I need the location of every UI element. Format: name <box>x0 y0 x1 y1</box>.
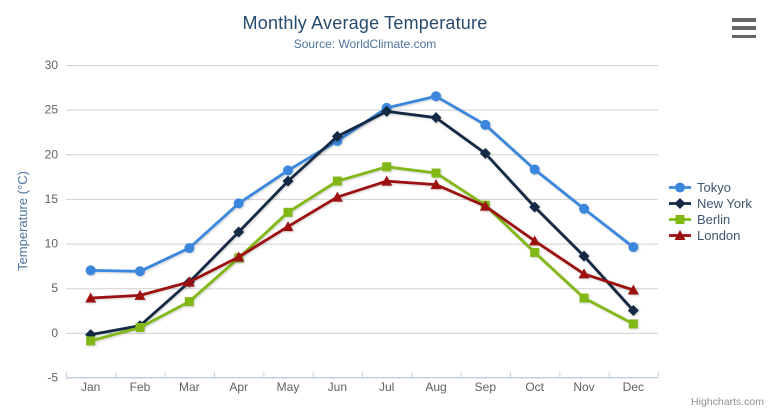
x-tick-label: Dec <box>623 380 644 394</box>
series-marker <box>578 250 590 262</box>
hamburger-icon <box>732 26 756 30</box>
export-menu-button[interactable] <box>730 16 758 40</box>
series-marker <box>331 191 343 202</box>
legend-label: London <box>697 227 741 243</box>
y-tick-label: -5 <box>47 371 58 385</box>
x-tick-label: Nov <box>573 380 594 394</box>
series-marker <box>233 251 245 262</box>
series-marker <box>382 162 392 172</box>
series-marker <box>675 214 685 224</box>
series-marker <box>479 147 491 159</box>
series-line <box>89 179 635 300</box>
series-marker <box>430 112 442 124</box>
series-london <box>85 175 639 303</box>
series-marker <box>283 165 293 176</box>
series-marker <box>430 179 442 190</box>
hamburger-icon <box>732 34 756 38</box>
legend-label: Berlin <box>697 211 731 227</box>
x-tick-label: Mar <box>179 380 200 394</box>
series-line <box>89 165 635 343</box>
x-tick-label: Feb <box>130 380 151 394</box>
legend-item-new-york[interactable]: New York <box>668 195 752 211</box>
y-tick-label: 0 <box>51 326 58 340</box>
x-tick-label: Jan <box>81 380 100 394</box>
series-marker <box>134 289 146 300</box>
legend-diamond-icon <box>669 197 691 209</box>
series-marker <box>529 235 541 246</box>
series-marker <box>233 198 244 209</box>
series-marker <box>381 105 393 117</box>
series-marker <box>332 176 342 186</box>
x-tick-label: Jul <box>379 380 394 394</box>
series-marker <box>530 248 540 257</box>
series-line <box>89 110 635 337</box>
legend-triangle-icon <box>669 229 691 240</box>
series-marker <box>628 319 638 329</box>
y-tick-label: 20 <box>45 147 59 161</box>
series-marker <box>135 266 145 277</box>
series-new-york <box>85 105 639 341</box>
series-marker <box>529 164 540 175</box>
legend-label: New York <box>697 195 752 211</box>
series-marker <box>85 265 96 276</box>
series-marker <box>627 284 639 295</box>
series-marker <box>135 323 145 332</box>
series-marker <box>479 200 491 211</box>
series-marker <box>627 305 639 317</box>
series-marker <box>628 242 639 253</box>
hamburger-icon <box>732 18 756 22</box>
y-axis-title: Temperature (°C) <box>15 171 30 271</box>
series-marker <box>184 243 195 254</box>
series-marker <box>675 182 685 192</box>
series-marker <box>283 207 293 217</box>
x-tick-label: Aug <box>425 380 446 394</box>
series-marker <box>86 336 96 346</box>
series-marker <box>431 91 441 102</box>
x-tick-label: Sep <box>475 380 497 394</box>
y-tick-label: 15 <box>45 192 59 206</box>
series-marker <box>529 201 541 213</box>
series-marker <box>282 175 294 187</box>
chart-subtitle: Source: WorldClimate.com <box>293 37 437 51</box>
series-marker <box>431 168 441 178</box>
series-marker <box>381 175 393 186</box>
x-tick-label: Apr <box>229 380 248 394</box>
series-marker <box>85 292 97 303</box>
y-tick-label: 30 <box>45 58 59 72</box>
x-tick-label: Jun <box>328 380 347 394</box>
x-tick-label: May <box>277 380 300 394</box>
series-marker <box>282 221 294 232</box>
y-tick-label: 10 <box>45 237 59 251</box>
series-marker <box>233 226 245 238</box>
chart-title: Monthly Average Temperature <box>242 13 488 33</box>
legend: Tokyo New York Berlin London <box>668 179 752 243</box>
series-marker <box>674 197 686 209</box>
series-tokyo <box>85 91 639 277</box>
legend-item-london[interactable]: London <box>668 227 752 243</box>
series-marker <box>184 297 194 307</box>
x-tick-label: Oct <box>525 380 544 394</box>
series-marker <box>578 268 590 279</box>
legend-label: Tokyo <box>697 179 731 195</box>
y-tick-label: 25 <box>45 103 59 117</box>
legend-item-tokyo[interactable]: Tokyo <box>668 179 752 195</box>
series-marker <box>579 293 589 303</box>
legend-circle-icon <box>669 182 691 192</box>
credits-label[interactable]: Highcharts.com <box>691 396 764 408</box>
series-marker <box>674 229 686 240</box>
legend-square-icon <box>669 214 691 224</box>
legend-item-berlin[interactable]: Berlin <box>668 211 752 227</box>
series-marker <box>331 130 343 142</box>
series-marker <box>579 203 589 214</box>
y-tick-label: 5 <box>51 281 58 295</box>
series-marker <box>480 119 491 130</box>
series-marker <box>183 276 195 287</box>
